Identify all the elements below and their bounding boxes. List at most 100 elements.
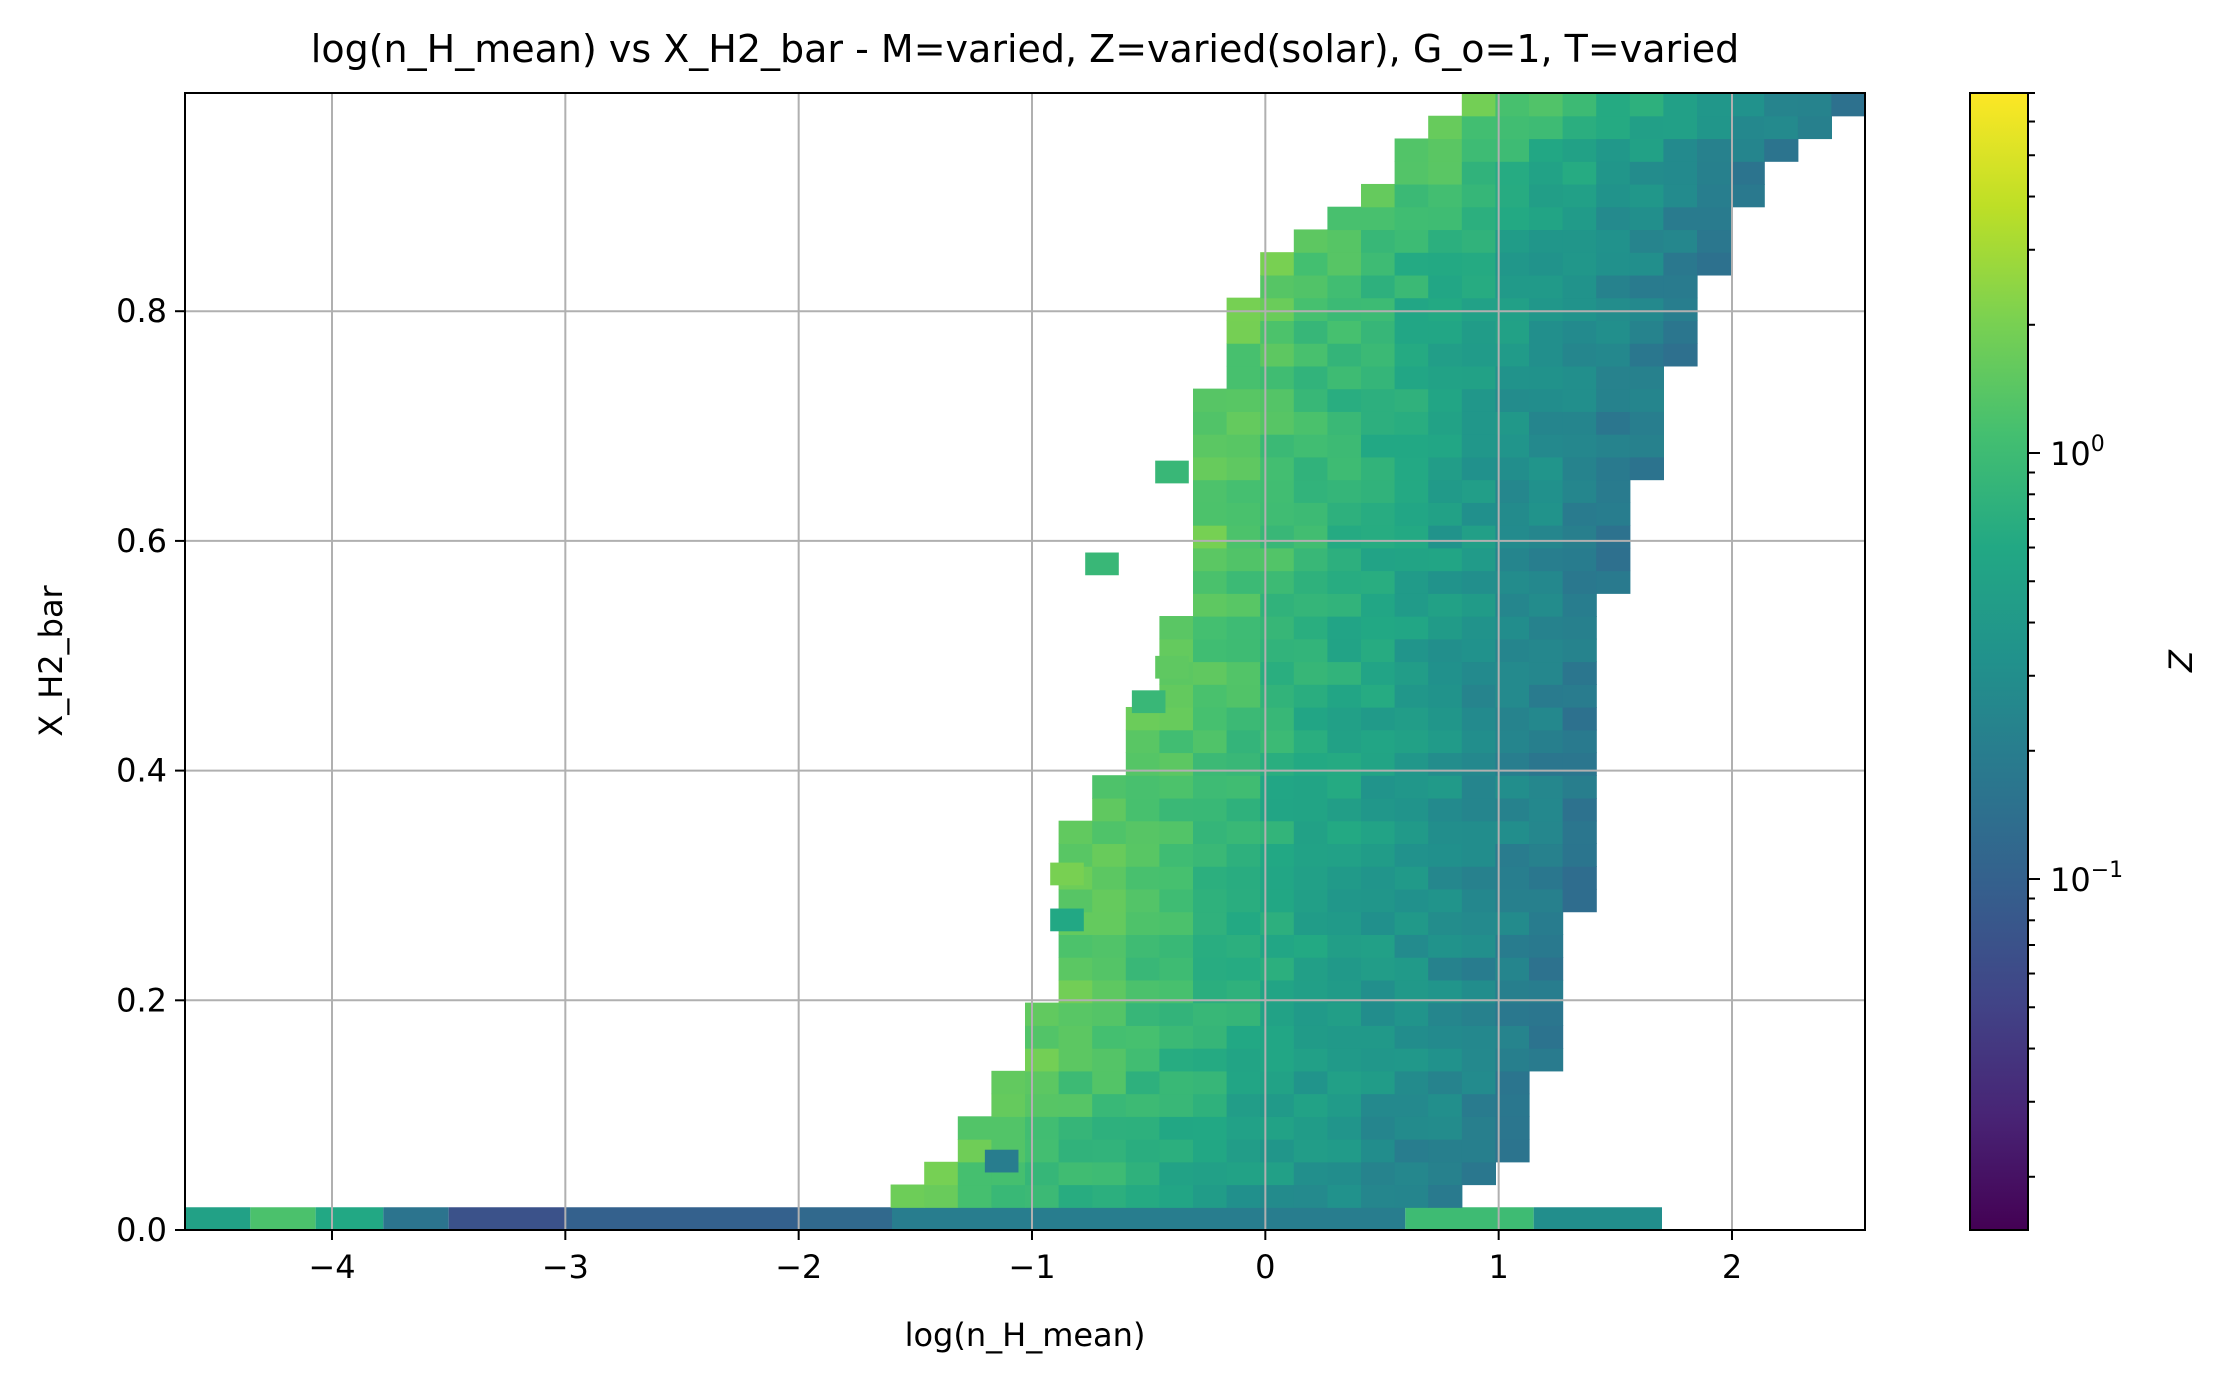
heatmap-cell (1533, 1207, 1662, 1230)
heatmap-cell (1293, 1093, 1328, 1117)
heatmap-cell (1730, 93, 1765, 117)
heatmap-cell (1193, 979, 1228, 1004)
heatmap-cell (1260, 1025, 1295, 1049)
heatmap-cell (1260, 706, 1295, 731)
colorbar-label: Z (2162, 649, 2200, 673)
heatmap-cell (1327, 1184, 1362, 1208)
heatmap-cell (1394, 388, 1429, 412)
heatmap-cell (1562, 456, 1597, 481)
heatmap-cell (1461, 388, 1496, 412)
heatmap-cell (1529, 456, 1564, 481)
heatmap-cell (1260, 684, 1295, 708)
heatmap-cell (1293, 1048, 1328, 1072)
heatmap-cell (1461, 752, 1496, 776)
heatmap-cell (1596, 115, 1631, 140)
heatmap-cell (1394, 365, 1429, 390)
heatmap-cell (1394, 343, 1429, 367)
heatmap-cell (1159, 957, 1194, 981)
heatmap-cell (1461, 1116, 1496, 1140)
heatmap-cell (1361, 684, 1396, 708)
heatmap-cell (1293, 1025, 1328, 1049)
heatmap-cell (1226, 934, 1261, 958)
heatmap-cell (1428, 593, 1463, 617)
heatmap-cell (1260, 1139, 1295, 1163)
heatmap-cell (1495, 547, 1530, 572)
heatmap-cell (1562, 411, 1597, 435)
heatmap-cell (991, 1116, 1026, 1140)
heatmap-cell (1159, 843, 1194, 867)
heatmap-cell (1361, 183, 1396, 208)
heatmap-cell (1327, 1002, 1362, 1026)
heatmap-cell (1125, 934, 1160, 958)
heatmap-cell (1428, 911, 1463, 935)
heatmap-cell (1125, 820, 1160, 845)
heatmap-cell (1293, 638, 1328, 663)
heatmap-cell (1025, 1070, 1060, 1095)
heatmap-cell (1361, 479, 1396, 503)
heatmap-cell (1125, 1025, 1160, 1049)
heatmap-cell (1327, 775, 1362, 799)
heatmap-cell (1697, 161, 1732, 185)
heatmap-cell (1596, 252, 1631, 276)
heatmap-cell (1529, 252, 1564, 276)
heatmap-cell (1529, 684, 1564, 708)
heatmap-cell (1361, 388, 1396, 412)
heatmap-cell (1428, 934, 1463, 958)
heatmap-cell (890, 1184, 925, 1208)
heatmap-cell (1461, 616, 1496, 640)
heatmap-cell (1495, 1070, 1530, 1095)
heatmap-cell (1394, 1116, 1429, 1140)
heatmap-cell (1092, 888, 1127, 913)
heatmap-cell (1495, 161, 1530, 185)
colorbar (1969, 92, 2029, 1231)
heatmap-cell (1260, 1002, 1295, 1026)
heatmap-cell (1495, 297, 1530, 321)
heatmap-cell (1260, 934, 1295, 958)
y-tick-label: 0.6 (116, 522, 167, 560)
heatmap-cell (1361, 775, 1396, 799)
y-tick-label: 0.8 (116, 292, 167, 330)
heatmap-cell (1461, 1070, 1496, 1095)
heatmap-cell (1260, 502, 1295, 526)
heatmap-cell (1764, 93, 1799, 117)
heatmap-cell (1293, 525, 1328, 549)
heatmap-cell (1495, 752, 1530, 776)
heatmap-cell (1226, 525, 1261, 549)
heatmap-cell (1596, 456, 1631, 481)
heatmap-cell (1663, 229, 1698, 253)
heatmap-cell (1529, 274, 1564, 299)
heatmap-cell (1226, 388, 1261, 412)
heatmap-cell (383, 1207, 449, 1230)
heatmap-cell (1562, 775, 1597, 799)
heatmap-cell (1327, 934, 1362, 958)
heatmap-cell (1596, 93, 1631, 117)
heatmap-cell (1529, 320, 1564, 344)
heatmap-cell (1495, 456, 1530, 481)
heatmap-cell (1293, 934, 1328, 958)
heatmap-cell (1529, 1002, 1564, 1026)
heatmap-cell (1629, 93, 1664, 117)
heatmap-cell (1596, 502, 1631, 526)
heatmap-cell (1461, 1048, 1496, 1072)
heatmap-cell (1058, 957, 1093, 981)
heatmap-cell (1226, 752, 1261, 776)
heatmap-cell (1461, 183, 1496, 208)
heatmap-cell (1361, 638, 1396, 663)
heatmap-cell (1529, 206, 1564, 231)
heatmap-cell (1529, 297, 1564, 321)
heatmap-cell (1327, 1139, 1362, 1163)
heatmap-cell (1529, 434, 1564, 458)
heatmap-cell (1159, 1002, 1194, 1026)
heatmap-cell (1125, 1048, 1160, 1072)
heatmap-cell (1428, 1184, 1463, 1208)
heatmap-cell (1596, 547, 1631, 572)
heatmap-cell (1461, 365, 1496, 390)
heatmap-cell (1461, 434, 1496, 458)
heatmap-cell (991, 1093, 1026, 1117)
heatmap-cell (1058, 820, 1093, 845)
heatmap-cell (1495, 820, 1530, 845)
heatmap-cell (1327, 229, 1362, 253)
heatmap-cell (1529, 502, 1564, 526)
heatmap-cell (1428, 479, 1463, 503)
heatmap-cell (1025, 1161, 1060, 1186)
